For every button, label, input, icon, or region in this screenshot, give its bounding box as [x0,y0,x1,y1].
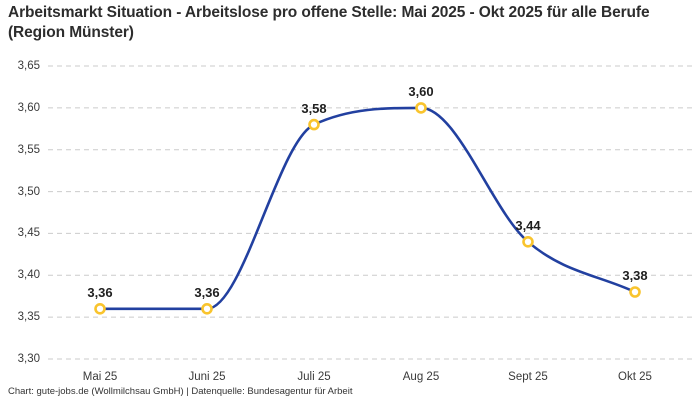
data-point-marker [94,302,106,315]
data-point-marker [629,286,641,298]
value-label: 3,36 [194,285,220,300]
data-point-marker [201,302,213,315]
series-line [100,106,636,311]
value-label: 3,36 [87,285,113,300]
x-tick-label: Juli 25 [297,371,331,383]
y-tick-label: 3,60 [17,102,40,114]
x-tick-label: Juni 25 [188,371,226,383]
y-tick-label: 3,55 [17,144,40,156]
y-tick-label: 3,50 [17,186,40,198]
x-tick-label: Aug 25 [402,371,440,383]
x-tick-label: Okt 25 [618,371,652,383]
data-point-marker [308,118,320,131]
x-tick-label: Sept 25 [508,371,548,383]
y-tick-label: 3,40 [17,269,40,281]
value-label: 3,60 [408,84,434,99]
chart-footer-credit: Chart: gute-jobs.de (Wollmilchsau GmbH) … [8,386,353,397]
value-label: 3,44 [515,218,541,233]
data-point-marker [415,102,427,114]
value-label: 3,38 [622,268,648,283]
data-point-marker [522,236,534,248]
y-tick-label: 3,65 [17,60,40,72]
chart-title: Arbeitsmarkt Situation - Arbeitslose pro… [8,4,650,41]
y-tick-label: 3,35 [17,311,40,323]
y-tick-label: 3,45 [17,227,40,239]
y-tick-label: 3,30 [17,353,40,365]
value-label: 3,58 [301,101,327,116]
x-tick-label: Mai 25 [82,371,118,383]
